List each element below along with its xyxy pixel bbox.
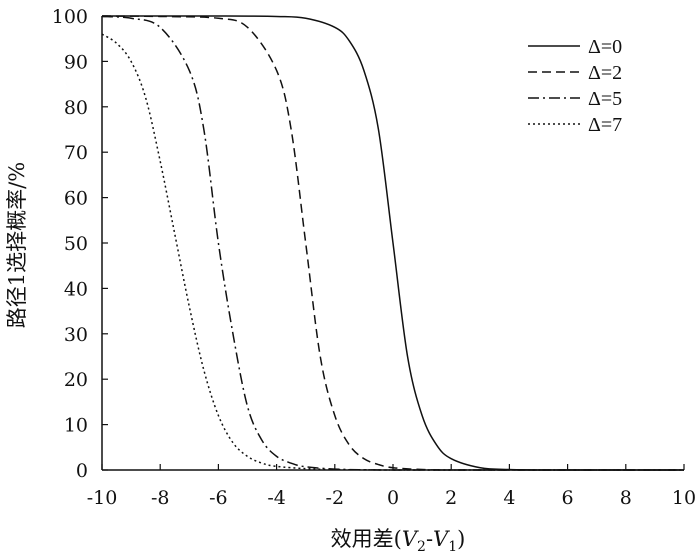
x-tick-label: 10 [672, 487, 696, 509]
x-tick-label: 6 [562, 487, 574, 509]
x-axis-title-v2-sub: 2 [417, 539, 426, 555]
x-tick-label: -4 [267, 487, 286, 509]
x-axis-title-prefix: 效用差( [331, 527, 402, 551]
x-axis-title-v2: V [402, 527, 419, 551]
x-tick-label: 2 [445, 487, 457, 509]
y-tick-label: 30 [64, 324, 88, 346]
y-tick-label: 90 [64, 51, 88, 73]
y-tick-label: 80 [64, 97, 88, 119]
legend-label: Δ=7 [588, 114, 622, 136]
y-tick-label: 60 [64, 188, 88, 210]
x-tick-label: -2 [326, 487, 345, 509]
y-tick-label: 0 [76, 460, 88, 482]
x-axis-title-v1: V [433, 527, 450, 551]
legend-label: Δ=5 [588, 88, 622, 110]
legend-label: Δ=2 [588, 62, 622, 84]
x-tick-label: 8 [620, 487, 632, 509]
legend: Δ=0 Δ=2 Δ=5 Δ=7 [528, 36, 622, 136]
y-tick-label: 40 [64, 278, 88, 300]
x-axis-title: 效用差(V2-V1) [331, 527, 466, 555]
legend-label: Δ=0 [588, 36, 622, 58]
x-axis-title-dash: - [426, 527, 433, 551]
y-tick-label: 10 [64, 415, 88, 437]
y-tick-label: 70 [64, 142, 88, 164]
series-line-1 [101, 15, 684, 471]
series-group [101, 15, 684, 471]
y-tick-label: 50 [64, 233, 88, 255]
x-tick-label: 4 [503, 487, 515, 509]
y-tick-label: 100 [52, 6, 88, 28]
x-axis-title-suffix: ) [457, 527, 465, 551]
x-tick-label: -10 [87, 487, 118, 509]
x-tick-label: -6 [209, 487, 228, 509]
y-tick-label: 20 [64, 369, 88, 391]
y-axis-title: 路径1选择概率/% [5, 162, 29, 328]
x-axis-title-v1-sub: 1 [448, 539, 457, 555]
series-line-4 [101, 33, 684, 471]
x-tick-label: -8 [151, 487, 170, 509]
x-tick-label: 0 [387, 487, 399, 509]
